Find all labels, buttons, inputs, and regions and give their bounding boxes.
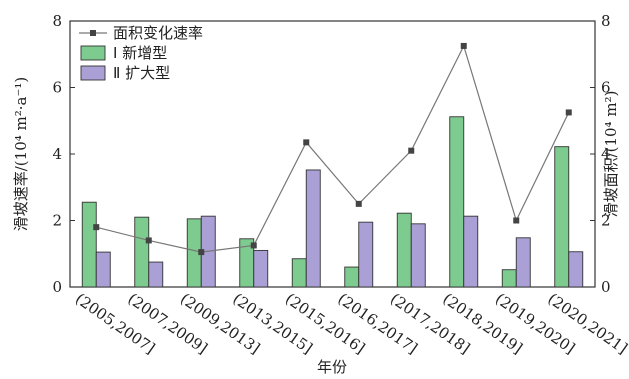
rate-point-9 [565, 109, 572, 116]
legend-swatch-2 [80, 65, 106, 81]
y-left-tick-label-0: 0 [52, 278, 62, 296]
legend-label-0: 面积变化速率 [113, 24, 203, 42]
rate-point-1 [145, 237, 152, 244]
bar-type1-9 [554, 146, 570, 288]
y-right-tick-label-4: 8 [601, 12, 611, 30]
bars-layer [81, 116, 584, 288]
y-axis-left-title: 滑坡速率/(10⁴ m²·a⁻¹) [12, 77, 30, 232]
bar-type1-5 [344, 266, 360, 288]
bar-type2-6 [410, 223, 426, 288]
legend-label-2: Ⅱ 扩大型 [113, 64, 170, 82]
bar-type2-3 [253, 249, 269, 288]
bar-type1-1 [134, 216, 150, 288]
bar-type1-4 [291, 258, 307, 288]
rate-point-0 [93, 224, 100, 231]
bar-type2-4 [305, 169, 321, 288]
y-right-tick-label-0: 0 [601, 278, 611, 296]
bar-type2-8 [515, 237, 531, 288]
legend-line-marker [90, 30, 96, 36]
y-right-tick-label-1: 2 [601, 212, 611, 230]
rate-point-2 [198, 249, 205, 256]
bar-type1-7 [449, 116, 465, 288]
y-left-tick-label-3: 6 [52, 79, 62, 97]
rate-line [96, 44, 570, 253]
bar-type2-7 [463, 215, 479, 288]
legend: 面积变化速率 Ⅰ 新增型 Ⅱ 扩大型 [79, 24, 203, 82]
legend-label-1: Ⅰ 新增型 [113, 44, 167, 62]
bar-type1-8 [501, 269, 517, 288]
bar-type1-0 [81, 201, 97, 288]
line-layer [93, 42, 572, 256]
y-right-tick-label-3: 6 [601, 79, 611, 97]
bar-type2-1 [148, 261, 164, 288]
bar-type2-9 [568, 251, 584, 288]
rate-point-7 [460, 42, 467, 49]
y-left-tick-label-2: 4 [52, 145, 62, 163]
legend-swatch-1 [80, 45, 106, 61]
rate-point-3 [250, 242, 257, 249]
bar-type1-6 [396, 212, 412, 288]
rate-point-5 [355, 200, 362, 207]
y-left-tick-label-1: 2 [52, 212, 62, 230]
rate-point-4 [303, 139, 310, 146]
rate-point-8 [513, 217, 520, 224]
y-left-tick-label-4: 8 [52, 12, 62, 30]
y-right-tick-label-2: 4 [601, 145, 611, 163]
rate-point-6 [408, 147, 415, 154]
x-axis-title: 年份 [317, 358, 347, 376]
bar-type2-5 [358, 221, 374, 288]
bar-type2-0 [95, 251, 111, 288]
y-axis-right-title: 滑坡面积/(10⁴ m²) [602, 91, 620, 218]
